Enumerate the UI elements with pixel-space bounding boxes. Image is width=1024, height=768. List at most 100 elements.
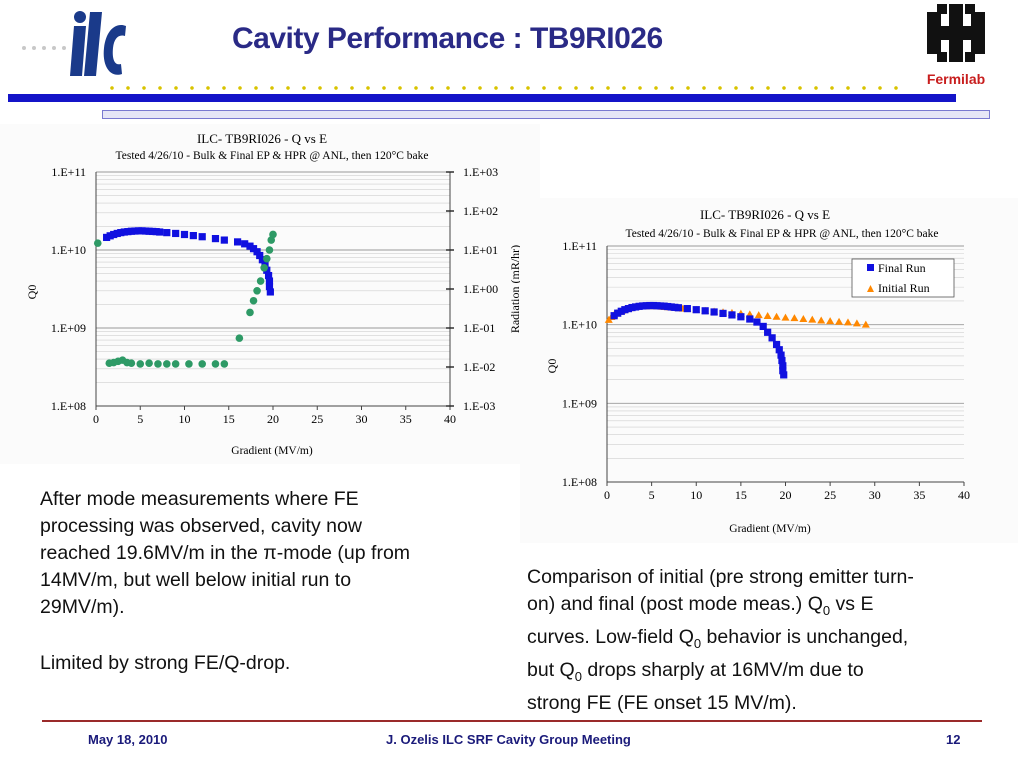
initial-run-point <box>826 317 835 325</box>
chart1-y2-label: Radiation (mR/hr) <box>508 245 522 333</box>
final-run-point <box>779 362 787 370</box>
x-tick-label: 30 <box>869 488 881 502</box>
radiation-point <box>256 277 265 285</box>
initial-run-point <box>852 319 861 327</box>
chart2-svg: ILC- TB9RI026 - Q vs E Tested 4/26/10 - … <box>545 207 970 535</box>
initial-run-point <box>763 311 772 319</box>
radiation-point <box>154 360 162 368</box>
radiation-point <box>235 334 244 342</box>
q0-point <box>258 256 266 264</box>
initial-run-point <box>861 320 870 328</box>
chart-initial-vs-final: ILC- TB9RI026 - Q vs E Tested 4/26/10 - … <box>520 198 1018 543</box>
chart1-svg: ILC- TB9RI026 - Q vs E Tested 4/26/10 - … <box>25 131 522 457</box>
initial-run-point <box>799 315 808 323</box>
final-run-point <box>772 340 781 349</box>
legend-final-run-label: Final Run <box>878 261 926 275</box>
radiation-point <box>93 239 102 247</box>
x-tick-label: 0 <box>93 412 99 426</box>
left-text-line: After mode measurements where FE <box>40 488 359 510</box>
right-text-line: strong FE (FE onset 15 MV/m). <box>527 691 797 714</box>
footer-date: May 18, 2010 <box>88 732 168 747</box>
radiation-point <box>145 359 153 368</box>
x-tick-label: 0 <box>604 488 610 502</box>
x-tick-label: 15 <box>735 488 747 502</box>
y2-tick-label: 1.E-01 <box>463 321 495 335</box>
right-text-line: on) and final (post mode meas.) Q0 vs E <box>527 593 874 618</box>
x-tick-label: 20 <box>780 488 792 502</box>
ilc-logo <box>22 11 126 76</box>
chart1-subtitle: Tested 4/26/10 - Bulk & Final EP & HPR @… <box>116 150 429 162</box>
legend-initial-run-label: Initial Run <box>878 281 930 295</box>
x-tick-label: 15 <box>223 412 235 426</box>
radiation-point <box>246 308 254 317</box>
radiation-point <box>263 254 271 263</box>
radiation-point <box>249 296 258 305</box>
chart1-x-ticks: 0 5 10 15 20 25 30 35 40 <box>93 406 456 426</box>
q0-point <box>198 233 206 241</box>
radiation-point <box>211 360 220 368</box>
x-tick-label: 20 <box>267 412 279 426</box>
fermilab-logo: Fermilab <box>927 4 985 87</box>
y2-tick-label: 1.E+02 <box>463 204 498 218</box>
y-tick-label: 1.E+08 <box>51 399 86 413</box>
x-tick-label: 10 <box>179 412 191 426</box>
y-tick-label: 1.E+10 <box>51 243 86 257</box>
chart2-legend: Final Run Initial Run <box>851 258 955 298</box>
x-tick-label: 35 <box>913 488 925 502</box>
final-run-point <box>764 328 772 336</box>
x-tick-label: 40 <box>444 412 456 426</box>
final-run-point <box>775 346 783 354</box>
y2-tick-label: 1.E+00 <box>463 282 498 296</box>
final-run-point <box>719 309 727 318</box>
q0-point <box>241 240 249 248</box>
chart2-x-label: Gradient (MV/m) <box>729 523 811 535</box>
chart1-title: ILC- TB9RI026 - Q vs E <box>197 131 327 146</box>
header-sub-bar <box>102 110 990 119</box>
q0-point <box>211 235 220 243</box>
y-tick-label: 1.E+10 <box>562 318 597 332</box>
y-tick-label: 1.E+09 <box>51 321 86 335</box>
chart1-gridlines <box>96 171 450 407</box>
q0-point <box>265 277 274 285</box>
footer-page-number: 12 <box>946 732 961 747</box>
y-tick-label: 1.E+08 <box>562 475 597 489</box>
final-run-point <box>710 308 718 316</box>
radiation-point <box>127 359 136 368</box>
legend-initial-run-marker <box>867 285 874 292</box>
chart1-y2-ticks: 1.E-03 1.E-02 1.E-01 1.E+00 1.E+01 1.E+02 1.E+… <box>446 165 498 413</box>
chart2-y-ticks: 1.E+08 1.E+09 1.E+10 1.E+11 <box>562 239 597 489</box>
x-tick-label: 25 <box>311 412 323 426</box>
q0-point <box>180 230 189 239</box>
final-run-point <box>780 371 788 379</box>
right-description: Comparison of initial (pre strong emitte… <box>527 564 997 717</box>
final-run-point <box>728 311 736 319</box>
final-run-point <box>759 322 767 331</box>
chart1-series-q0 <box>103 227 274 296</box>
slide-title: Cavity Performance : TB9RI026 <box>232 22 663 55</box>
q0-point <box>253 248 261 256</box>
footer-rule <box>42 720 982 722</box>
initial-run-point <box>843 318 852 326</box>
chart1-x-label: Gradient (MV/m) <box>231 445 313 457</box>
chart1-series-radiation <box>93 230 277 368</box>
radiation-point <box>198 360 206 368</box>
y-tick-label: 1.E+11 <box>51 165 86 179</box>
chart2-series-final-run <box>610 301 788 379</box>
initial-run-point <box>817 316 826 324</box>
radiation-point <box>163 360 171 368</box>
right-text-line: curves. Low-field Q0 behavior is unchang… <box>527 625 909 651</box>
radiation-point <box>260 263 268 272</box>
q0-point <box>265 282 274 291</box>
q0-point <box>220 236 228 244</box>
q0-point <box>264 271 273 280</box>
chart1-y-label: Q0 <box>25 285 39 300</box>
final-run-point <box>753 318 761 326</box>
legend-final-run-marker <box>867 264 874 271</box>
q0-point <box>256 251 264 260</box>
footer-meeting: J. Ozelis ILC SRF Cavity Group Meeting <box>386 732 631 747</box>
q0-point <box>172 229 180 238</box>
radiation-point <box>220 360 229 368</box>
left-text-line: 14MV/m, but well below initial run to <box>40 569 352 591</box>
header-bar <box>8 94 956 102</box>
radiation-point <box>265 246 274 254</box>
